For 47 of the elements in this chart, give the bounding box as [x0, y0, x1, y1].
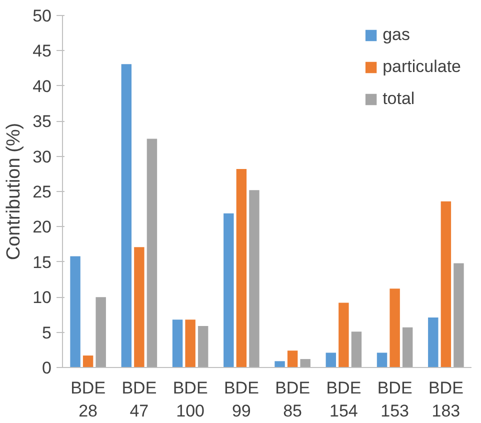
bar — [172, 320, 183, 368]
bar — [82, 356, 94, 368]
bar — [326, 352, 336, 368]
bar — [428, 318, 438, 368]
bar — [351, 332, 362, 368]
x-tick-label: BDE 47 — [122, 378, 157, 420]
x-tick-label: BDE 99 — [224, 378, 259, 420]
bar — [236, 168, 247, 368]
legend-label: gas — [382, 25, 410, 45]
y-tick-label: 30 — [32, 147, 52, 166]
bar — [338, 302, 349, 368]
legend-label: total — [382, 89, 415, 109]
y-tick-label: 5 — [42, 323, 52, 342]
y-tick-label: 10 — [32, 288, 52, 308]
legend-label: particulate — [382, 57, 461, 77]
y-tick-label: 50 — [32, 6, 52, 26]
x-tick-label: BDE 100 — [172, 378, 208, 420]
bar — [96, 297, 106, 368]
bar — [249, 190, 260, 368]
bar — [376, 352, 388, 368]
x-tick-label: BDE 28 — [70, 378, 106, 420]
y-tick-label: 20 — [32, 218, 52, 237]
bar — [70, 256, 80, 368]
bar — [198, 326, 208, 368]
x-tick-label: BDE 153 — [377, 378, 412, 420]
y-tick-label: 45 — [32, 42, 52, 61]
bar — [185, 320, 196, 368]
x-tick-label: BDE 154 — [326, 378, 362, 420]
x-tick-label: BDE 183 — [428, 378, 464, 420]
x-tick-label: BDE 85 — [275, 378, 310, 420]
bar — [134, 247, 144, 368]
bar — [402, 327, 413, 368]
y-axis-title: Contribution (%) — [4, 122, 25, 260]
y-tick-label: 15 — [32, 252, 52, 272]
y-tick-label: 25 — [32, 182, 52, 202]
bar — [454, 263, 464, 368]
y-tick-label: 40 — [32, 76, 52, 96]
bar — [121, 64, 132, 368]
bar — [390, 288, 400, 368]
bar — [300, 359, 310, 368]
bar — [224, 213, 234, 368]
bar — [440, 201, 452, 368]
y-tick-label: 0 — [42, 358, 52, 378]
bar — [146, 138, 158, 368]
y-tick-label: 35 — [32, 112, 52, 132]
bar — [287, 350, 298, 368]
bar — [274, 361, 285, 368]
